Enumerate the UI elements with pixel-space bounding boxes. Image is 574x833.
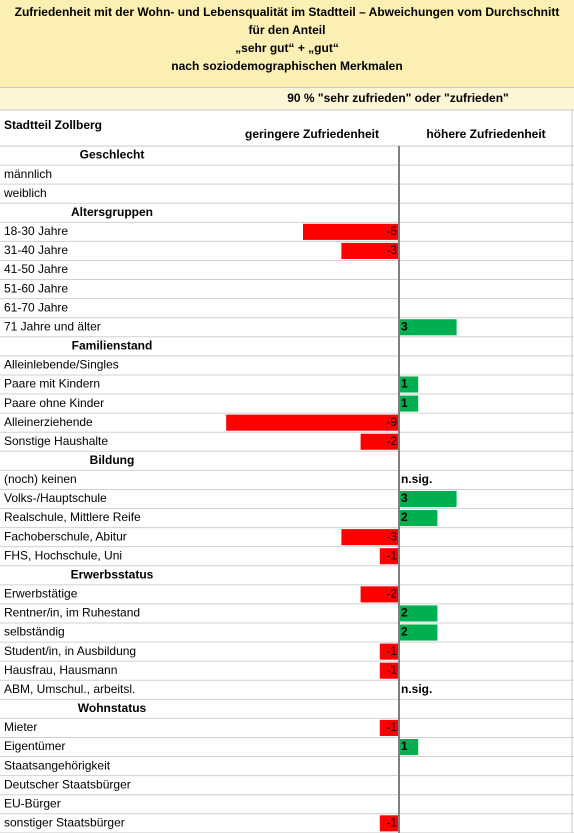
group-label: Erwerbsstatus xyxy=(71,567,154,581)
bar xyxy=(379,548,399,565)
value-label: 1 xyxy=(401,377,408,391)
bar xyxy=(399,490,457,508)
row-label: 61-70 Jahre xyxy=(4,300,68,314)
row-label: weiblich xyxy=(3,186,47,200)
bar xyxy=(341,242,399,259)
subtitle: „sehr gut“ + „gut“ xyxy=(235,41,339,55)
value-label: 2 xyxy=(401,510,408,524)
bar xyxy=(379,719,399,736)
row-label: Hausfrau, Hausmann xyxy=(4,663,117,677)
row-label: EU-Bürger xyxy=(4,796,61,810)
row-label: Rentner/in, im Ruhestand xyxy=(4,606,140,620)
row-label: Sonstige Haushalte xyxy=(4,434,108,448)
row-label: 31-40 Jahre xyxy=(4,243,68,257)
row-label: (noch) keinen xyxy=(4,472,77,486)
value-label: 3 xyxy=(401,319,408,333)
value-label: -5 xyxy=(386,224,397,238)
value-label: -2 xyxy=(386,587,397,601)
value-label: -1 xyxy=(386,720,397,734)
group-label: Geschlecht xyxy=(80,148,145,162)
row-label: selbständig xyxy=(4,625,65,639)
note: n.sig. xyxy=(401,472,432,486)
measure: 90 % "sehr zufrieden" oder "zufrieden" xyxy=(287,91,508,105)
value-label: -1 xyxy=(386,548,397,562)
group-label: Altersgruppen xyxy=(71,205,153,219)
title: Zufriedenheit mit der Wohn- und Lebensqu… xyxy=(14,5,560,37)
row-label: sonstiger Staatsbürger xyxy=(4,816,125,830)
bar xyxy=(360,433,399,450)
row-label: Staatsangehörigkeit xyxy=(4,758,111,772)
row-label: Paare ohne Kinder xyxy=(4,396,104,410)
row-label: Student/in, in Ausbildung xyxy=(4,644,136,658)
bar xyxy=(303,223,399,240)
row-label: Erwerbstätige xyxy=(4,587,78,601)
row-label: Deutscher Staatsbürger xyxy=(4,777,131,791)
value-label: 3 xyxy=(401,491,408,505)
value-label: -1 xyxy=(386,644,397,658)
row-label: Mieter xyxy=(4,720,37,734)
row-label: männlich xyxy=(4,167,52,181)
row-label: Fachoberschule, Abitur xyxy=(4,529,127,543)
row-label: Volks-/Hauptschule xyxy=(4,491,107,505)
header: Zufriedenheit mit der Wohn- und Lebensqu… xyxy=(0,0,574,88)
row-label: 51-60 Jahre xyxy=(4,281,68,295)
value-label: -1 xyxy=(386,816,397,830)
measure-row xyxy=(0,88,574,110)
row-label: ABM, Umschul., arbeitsl. xyxy=(4,682,135,696)
row-label: 41-50 Jahre xyxy=(4,262,68,276)
group-label: Familienstand xyxy=(72,339,153,353)
bar xyxy=(399,395,419,412)
row-label: Paare mit Kindern xyxy=(4,377,100,391)
group-label: Bildung xyxy=(90,453,135,467)
bar xyxy=(341,529,399,546)
subtitle: nach soziodemographischen Merkmalen xyxy=(171,59,403,73)
value-label: -3 xyxy=(386,529,397,543)
note: n.sig. xyxy=(401,682,432,696)
group-label: Wohnstatus xyxy=(78,701,147,715)
row-label: Eigentümer xyxy=(4,739,65,753)
value-label: -9 xyxy=(386,415,397,429)
row-label: Realschule, Mittlere Reife xyxy=(4,510,141,524)
row-label: 71 Jahre und älter xyxy=(4,319,101,333)
value-label: 1 xyxy=(401,396,408,410)
value-label: -3 xyxy=(386,243,397,257)
bar xyxy=(360,586,399,603)
value-label: 2 xyxy=(401,625,408,639)
row-label: Alleinlebende/Singles xyxy=(4,358,119,372)
negative-label: geringere Zufriedenheit xyxy=(245,127,379,141)
bar xyxy=(399,738,419,756)
row-label: 18-30 Jahre xyxy=(4,224,68,238)
positive-label: höhere Zufriedenheit xyxy=(426,127,545,141)
row-label: FHS, Hochschule, Uni xyxy=(4,548,122,562)
bar xyxy=(399,605,438,622)
value-label: 2 xyxy=(401,606,408,620)
bar xyxy=(379,815,399,832)
value-label: -1 xyxy=(386,663,397,677)
bar xyxy=(399,510,438,527)
bar xyxy=(379,662,399,679)
bar xyxy=(399,319,457,336)
bar xyxy=(399,624,438,641)
value-label: -2 xyxy=(386,434,397,448)
bar xyxy=(379,643,399,660)
row-label: Alleinerziehende xyxy=(4,415,93,429)
area: Stadtteil Zollberg xyxy=(4,118,102,132)
bar xyxy=(399,376,419,393)
bar xyxy=(226,414,399,431)
value-label: 1 xyxy=(401,739,408,753)
